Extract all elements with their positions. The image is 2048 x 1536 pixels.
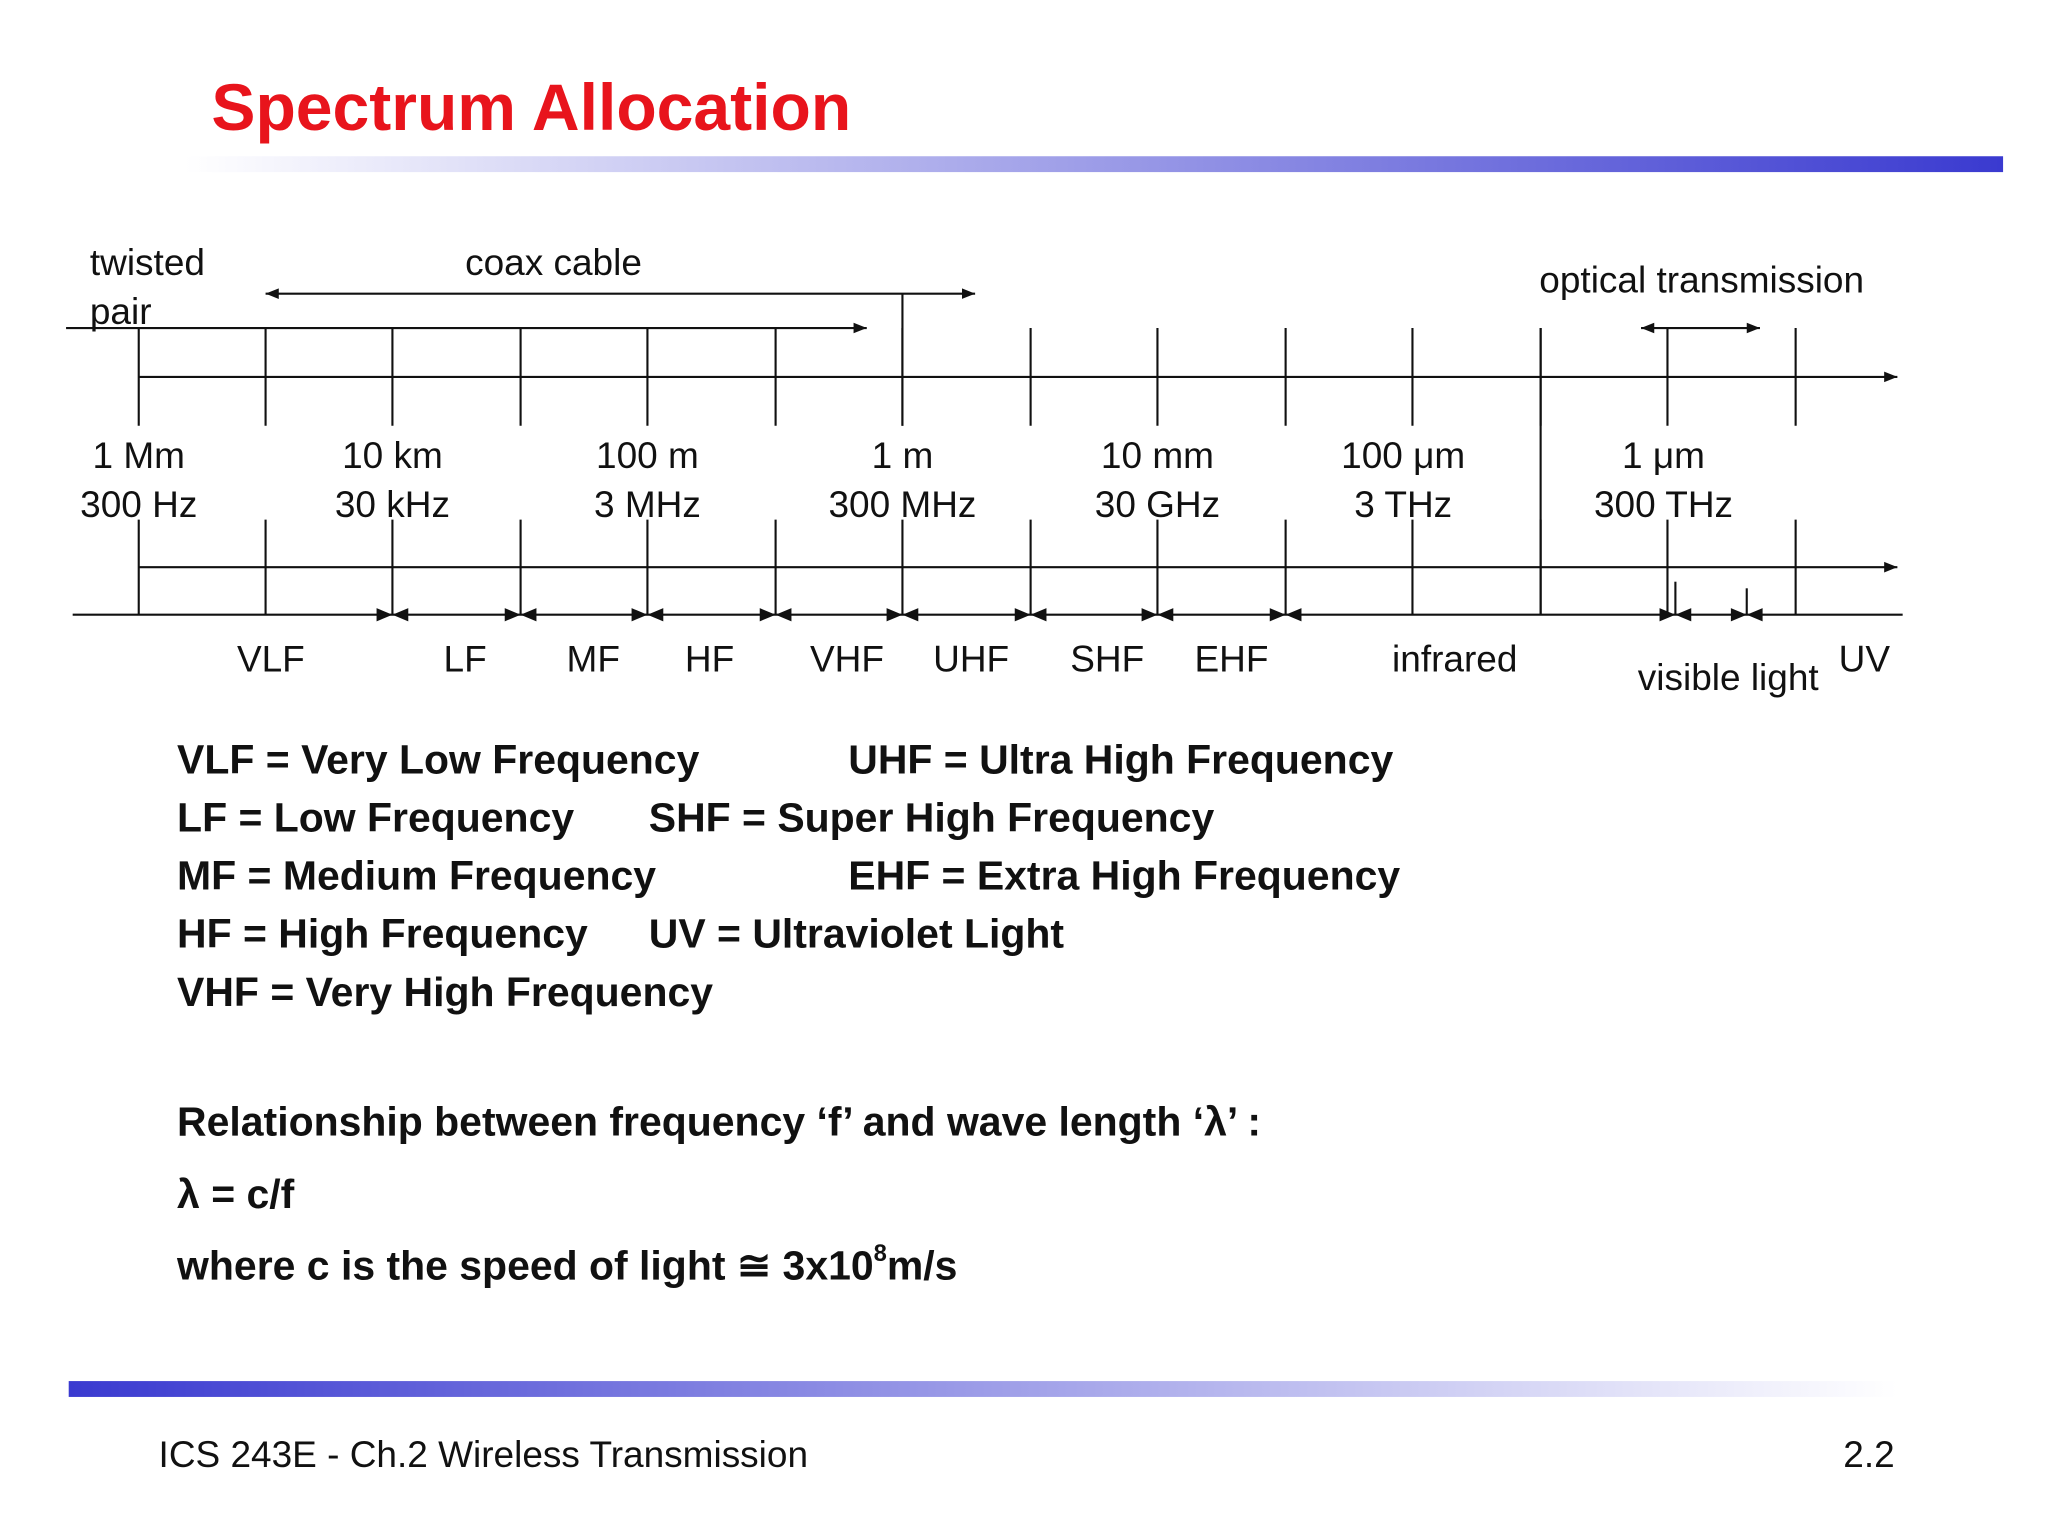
- band-label: UHF: [933, 639, 1009, 680]
- band-label: visible light: [1638, 657, 1819, 698]
- band-label: LF: [444, 639, 487, 680]
- arrowhead: [376, 608, 409, 622]
- wavelength-label: 1 m: [872, 435, 934, 476]
- band-label: VLF: [237, 639, 305, 680]
- note: where c is the speed of light ≅ 3x108m/s: [176, 1240, 957, 1288]
- arrowhead: [1141, 608, 1174, 622]
- title-bar: [184, 156, 2004, 173]
- frequency-label: 3 THz: [1354, 484, 1452, 525]
- wavelength-label: 100 m: [596, 435, 699, 476]
- relationship-heading: Relationship between frequency ‘f’ and w…: [177, 1098, 1261, 1144]
- wavelength-label: 10 mm: [1101, 435, 1214, 476]
- frequency-label: 3 MHz: [594, 484, 701, 525]
- scale-labels: 1 Mm 300 Hz 10 km 30 kHz 100 m 3 MHz 1 m 300 MH…: [80, 435, 1733, 525]
- media-label: optical transmission: [1539, 259, 1864, 300]
- frequency-label: 300 THz: [1594, 484, 1733, 525]
- abbreviation: SHF = Super High Frequency: [649, 794, 1215, 840]
- abbreviation: EHF = Extra High Frequency: [848, 853, 1400, 899]
- wavelength-label: 1 Mm: [93, 435, 185, 476]
- arrowhead: [759, 608, 792, 622]
- footer-page: 2.2: [1843, 1434, 1894, 1475]
- abbreviations: VLF = Very Low Frequency UHF = Ultra High…: [177, 736, 1400, 1015]
- band-label: SHF: [1070, 639, 1144, 680]
- band-label: HF: [685, 639, 734, 680]
- abbreviation: UV = Ultraviolet Light: [649, 911, 1065, 957]
- wavelength-label: 1 μm: [1622, 435, 1705, 476]
- formula: λ = c/f: [177, 1171, 295, 1217]
- note-text: where c is the speed of light ≅ 3x10: [176, 1242, 874, 1288]
- arrowhead: [1659, 608, 1692, 622]
- frequency-label: 300 MHz: [828, 484, 976, 525]
- arrowhead: [1269, 608, 1302, 622]
- arrowhead: [631, 608, 664, 622]
- band-label: VHF: [810, 639, 884, 680]
- band-label: EHF: [1194, 639, 1268, 680]
- abbreviation: VHF = Very High Frequency: [177, 969, 713, 1015]
- band-label: MF: [567, 639, 620, 680]
- band-labels: VLF LF MF HF VHF UHF SHF EHF infrared visible lig…: [237, 639, 1890, 698]
- arrowhead: [1014, 608, 1047, 622]
- ticks: [137, 328, 1797, 622]
- arrowhead: [1730, 608, 1763, 622]
- slide-title: Spectrum Allocation: [211, 70, 851, 144]
- arrowhead: [504, 608, 537, 622]
- note-exponent: 8: [874, 1240, 887, 1267]
- abbreviation: VLF = Very Low Frequency: [177, 736, 700, 782]
- footer-course: ICS 243E - Ch.2 Wireless Transmission: [159, 1434, 808, 1475]
- frequency-label: 30 GHz: [1095, 484, 1220, 525]
- arrowhead: [886, 608, 919, 622]
- wavelength-label: 10 km: [342, 435, 443, 476]
- band-label: infrared: [1392, 639, 1517, 680]
- abbreviation: HF = High Frequency: [177, 911, 588, 957]
- footer-bar: [68, 1381, 1898, 1397]
- wavelength-label: 100 μm: [1341, 435, 1465, 476]
- media-label: pair: [90, 291, 152, 332]
- abbreviation: LF = Low Frequency: [177, 794, 574, 840]
- media-label: coax cable: [465, 242, 642, 283]
- media-label: twisted: [90, 242, 205, 283]
- abbreviation: UHF = Ultra High Frequency: [848, 736, 1393, 782]
- abbreviation: MF = Medium Frequency: [177, 853, 656, 899]
- frequency-label: 30 kHz: [335, 484, 450, 525]
- band-label: UV: [1839, 639, 1891, 680]
- note-unit: m/s: [887, 1242, 958, 1288]
- frequency-label: 300 Hz: [80, 484, 197, 525]
